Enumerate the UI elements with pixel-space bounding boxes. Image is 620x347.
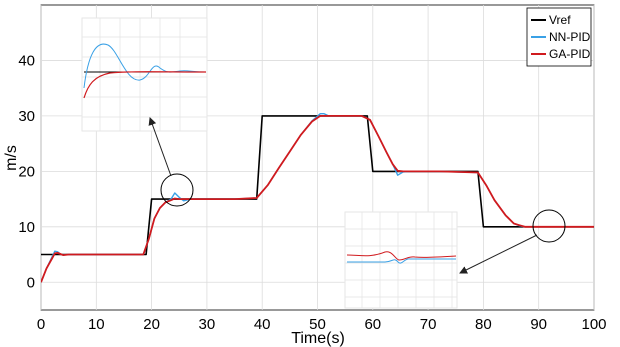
zoom-circle-2 [532,209,566,243]
inset2-ga-curve [346,251,457,261]
legend-label: GA-PID [549,47,591,61]
x-tick-label: 90 [530,316,547,333]
series-layer [41,113,594,283]
x-tick-label: 100 [581,316,606,333]
x-tick-label: 60 [364,316,381,333]
y-tick-label: 40 [18,52,35,69]
y-tick-label: 30 [18,108,35,125]
x-axis-label: Time(s) [291,330,345,347]
legend-label: Vref [549,13,571,27]
zoom-circle-1 [160,173,194,207]
x-tick-label: 20 [143,316,160,333]
inset2-nn-curve [347,258,456,264]
axis-ticks: 0 10 20 30 40 50 60 70 80 90 100 0 10 20 30 40 [18,52,606,333]
x-tick-label: 10 [88,316,105,333]
inset-ga-curve [83,71,207,99]
inset-zoom-step [81,17,208,132]
y-tick-label: 20 [18,163,35,180]
y-tick-label: 10 [18,219,35,236]
x-tick-label: 30 [199,316,216,333]
series-line-ga-pid [41,115,594,283]
x-tick-label: 40 [254,316,271,333]
inset-nn-curve [83,43,207,89]
x-tick-label: 80 [475,316,492,333]
y-axis-label: m/s [3,145,20,171]
legend: Vref NN-PID GA-PID [526,7,592,67]
zoom-arrow-1 [148,117,172,177]
zoom-arrow-2 [459,234,538,274]
x-tick-label: 0 [37,316,45,333]
x-tick-label: 70 [420,316,437,333]
legend-label: NN-PID [549,30,591,44]
x-tick-label: 50 [309,316,326,333]
y-tick-label: 0 [27,274,35,291]
inset-zoom-steady [344,211,458,309]
